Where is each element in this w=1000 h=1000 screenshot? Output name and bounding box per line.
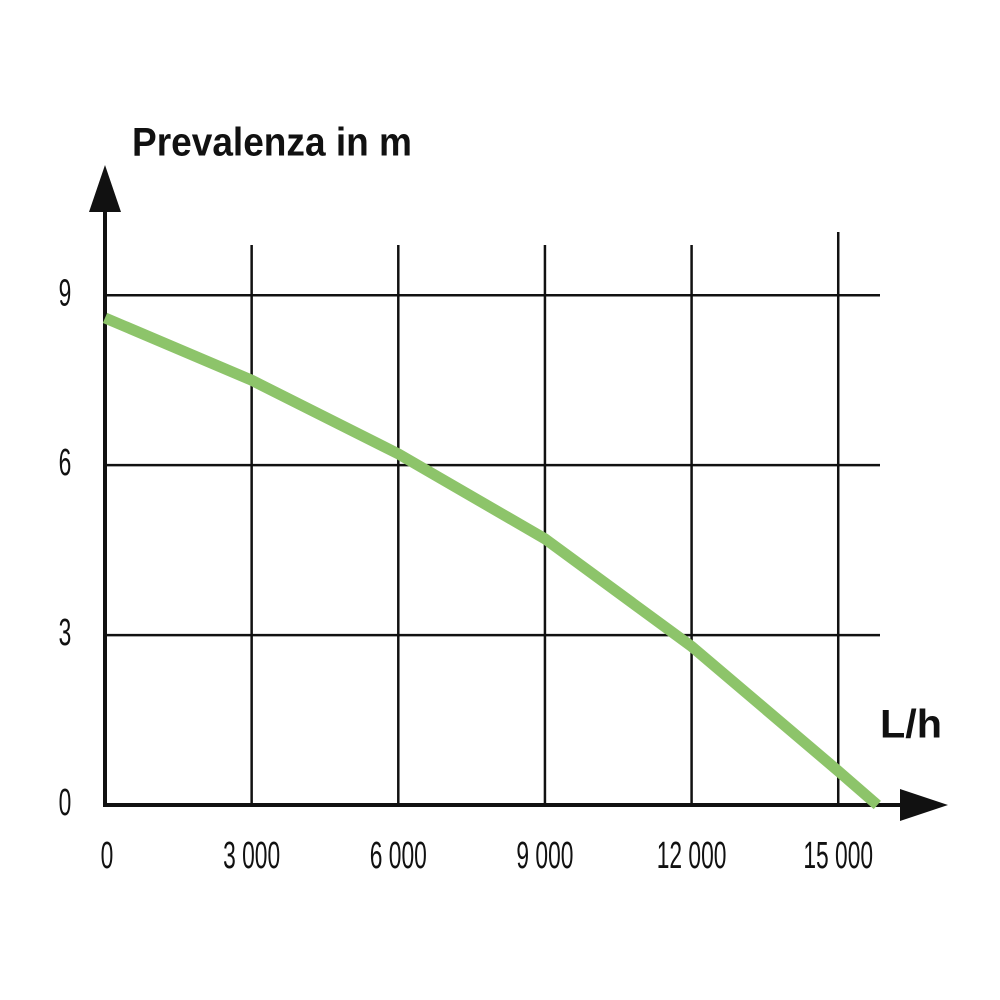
x-tick-label: 12 000 bbox=[657, 834, 727, 876]
y-tick-label: 9 bbox=[59, 271, 72, 313]
x-axis-title: L/h bbox=[880, 703, 942, 747]
x-tick-label: 0 bbox=[101, 834, 114, 876]
y-tick-label: 3 bbox=[59, 611, 72, 653]
y-axis-arrow bbox=[89, 165, 121, 212]
y-axis-title: Prevalenza in m bbox=[132, 121, 412, 165]
x-tick-label: 9 000 bbox=[516, 834, 573, 876]
y-tick-label: 0 bbox=[59, 781, 72, 823]
data-line bbox=[102, 312, 881, 810]
y-tick-label: 6 bbox=[59, 441, 72, 483]
x-tick-label: 3 000 bbox=[223, 834, 280, 876]
x-tick-label: 15 000 bbox=[803, 834, 873, 876]
x-tick-label: 6 000 bbox=[370, 834, 427, 876]
x-axis-arrow bbox=[900, 789, 948, 821]
